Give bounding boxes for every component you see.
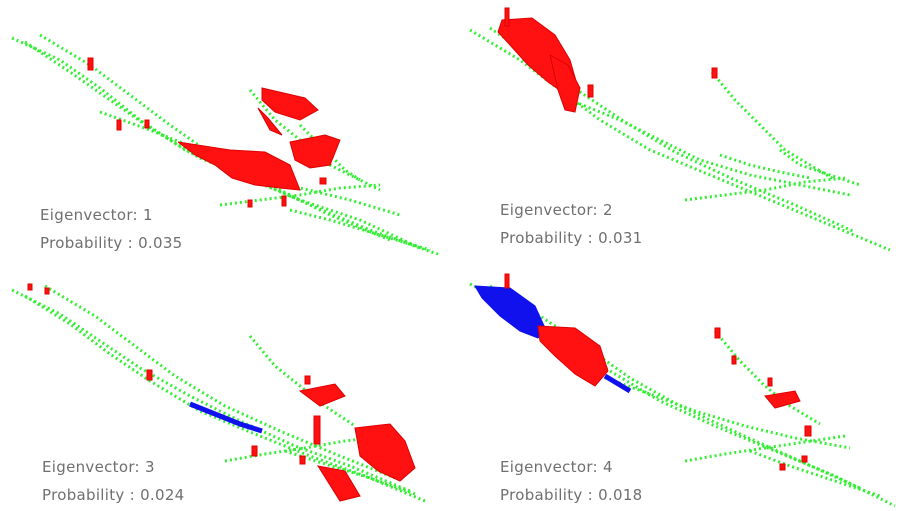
probability-label-1: Probability : 0.035 [40, 234, 183, 252]
network-plot-1 [11, 33, 441, 255]
eigenvector-label-4: Eigenvector: 4 [500, 458, 613, 476]
panel-eigenvector-1: Eigenvector: 1 Probability : 0.035 [0, 0, 450, 255]
eigenvector-label-2: Eigenvector: 2 [500, 201, 613, 219]
red-component-3 [27, 283, 416, 502]
panel-eigenvector-2: Eigenvector: 2 Probability : 0.031 [450, 0, 900, 255]
green-network-4 [469, 282, 896, 508]
eigenvector-label-3: Eigenvector: 3 [42, 458, 155, 476]
probability-label-4: Probability : 0.018 [500, 486, 643, 504]
panel-eigenvector-3: Eigenvector: 3 Probability : 0.024 [0, 256, 450, 511]
red-component-4 [504, 273, 812, 471]
network-plot-3 [11, 283, 426, 503]
network-plot-4 [469, 273, 896, 508]
blue-component-4 [474, 285, 632, 394]
green-network-2 [469, 26, 891, 252]
blue-component-3 [189, 401, 263, 434]
red-component-1 [87, 57, 341, 208]
red-component-2 [497, 7, 718, 113]
network-plot-2 [469, 7, 891, 252]
probability-label-2: Probability : 0.031 [500, 229, 643, 247]
panel-eigenvector-4: Eigenvector: 4 Probability : 0.018 [450, 256, 900, 511]
eigenvector-label-1: Eigenvector: 1 [40, 206, 153, 224]
probability-label-3: Probability : 0.024 [42, 486, 185, 504]
